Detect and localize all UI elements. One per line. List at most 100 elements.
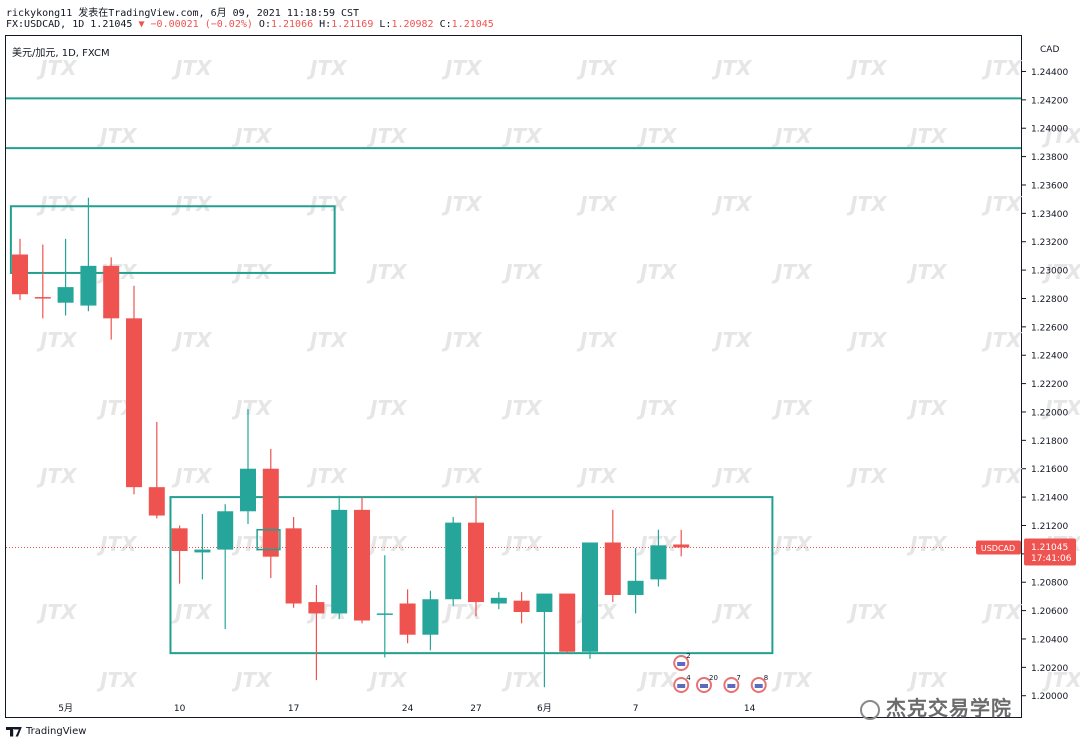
candle-body [559,593,576,652]
watermark-text: JTX [1041,124,1080,148]
candle-body [240,468,256,512]
y-tick-label: 1.22000 [1031,408,1068,418]
candle-body [285,528,302,604]
watermark-text: JTX [501,260,543,284]
watermark-text: JTX [771,668,813,692]
watermark-text: JTX [501,124,543,148]
watermark-text: JTX [981,600,1023,624]
watermark-text: JTX [306,56,348,80]
small-zone-box [256,528,281,551]
open-label: O: [258,19,271,30]
candle-body [57,287,74,303]
y-tick-label: 1.21400 [1031,494,1068,504]
symbol-tag-label: USDCAD [981,544,1015,553]
watermark-text: JTX [441,56,483,80]
tradingview-logo[interactable]: TradingView [6,726,86,737]
watermark-text: JTX [441,192,483,216]
watermark-text: JTX [846,192,888,216]
candle-body [445,522,462,600]
watermark-text: JTX [366,124,408,148]
flag-icon [677,662,686,666]
brand-watermark: 杰克交易学院 [860,692,1012,721]
watermark-text: JTX [711,192,753,216]
watermark-text: JTX [501,668,543,692]
candle-body [126,318,142,488]
x-tick-label: 14 [744,704,756,714]
watermark-text: JTX [636,124,678,148]
brand-icon [860,699,880,720]
y-tick-label: 1.22800 [1031,295,1068,305]
watermark-text: JTX [576,328,618,352]
candle-body [604,542,621,595]
y-tick-label: 1.20000 [1031,692,1068,702]
currency-label: CAD [1040,45,1059,55]
flag-icon [700,684,708,688]
zone-rectangle [9,205,336,274]
symbol-label: 美元/加元, 1D, FXCM [12,48,110,59]
watermark-text: JTX [231,396,273,420]
watermark-text: JTX [906,532,948,556]
watermark-text: JTX [1041,396,1080,420]
event-count: 7 [736,674,740,682]
y-tick-label: 1.20800 [1031,579,1068,589]
watermark-text: JTX [441,600,483,624]
event-count: 8 [764,674,768,682]
watermark-text: JTX [231,124,273,148]
y-tick-label: 1.23600 [1031,181,1068,191]
event-count: 20 [709,674,718,682]
candle-body [80,265,97,306]
tradingview-logo-text: TradingView [26,726,87,737]
watermark-text: JTX [501,532,543,556]
high-value: 1.21169 [331,19,374,30]
y-tick-label: 1.21200 [1031,522,1068,532]
watermark-text: JTX [36,600,78,624]
last-price-value: 1.21045 [1031,543,1068,553]
candle-body [171,528,188,552]
watermark-layer: JTX JTX JTX JTX JTX JTX JTX JTX JTX JTX JTX JTX JTX J… [36,56,1080,692]
candle-body [513,600,530,613]
chart-header-ohlc-line: FX:USDCAD, 1D 1.21045 ▼ −0.00021 (−0.02%… [6,19,494,30]
candle-body [490,597,507,604]
candle-body [422,599,439,635]
watermark-text: JTX [846,56,888,80]
countdown-value: 17:41:06 [1031,554,1072,564]
y-tick-label: 1.20200 [1031,664,1068,674]
x-tick-label: 10 [174,704,186,714]
watermark-text: JTX [981,464,1023,488]
watermark-text: JTX [846,328,888,352]
open-value: 1.21066 [270,19,314,30]
watermark-text: JTX [711,328,753,352]
watermark-text: JTX [306,464,348,488]
watermark-text: JTX [36,464,78,488]
watermark-text: JTX [171,56,213,80]
watermark-text: JTX [441,328,483,352]
low-value: 1.20982 [391,19,434,30]
watermark-text: JTX [771,532,813,556]
watermark-text: JTX [906,668,948,692]
x-tick-label: 27 [470,704,481,714]
y-tick-label: 1.21800 [1031,437,1068,447]
watermark-text: JTX [36,192,78,216]
y-tick-label: 1.22200 [1031,380,1068,390]
x-tick-label: 17 [288,704,299,714]
brand-watermark-text: 杰克交易学院 [886,696,1012,720]
flag-icon [727,684,736,688]
watermark-text: JTX [576,56,618,80]
watermark-text: JTX [231,668,273,692]
watermark-text: JTX [576,464,618,488]
candle-body [354,509,370,621]
x-tick-label: 6月 [537,703,552,714]
flag-icon [754,684,763,688]
y-tick-label: 1.20400 [1031,635,1068,645]
watermark-text: JTX [636,260,678,284]
watermark-text: JTX [711,464,753,488]
watermark-text: JTX [171,600,213,624]
candle-body [34,297,51,299]
watermark-text: JTX [96,532,138,556]
candle-body [194,549,211,553]
tradingview-logo-icon [6,726,22,737]
watermark-text: JTX [771,124,813,148]
price-axis: CAD 1.24400 1.24200 1.24000 1.23800 1.23600 1.… [58,45,1068,714]
watermark-text: JTX [981,56,1023,80]
